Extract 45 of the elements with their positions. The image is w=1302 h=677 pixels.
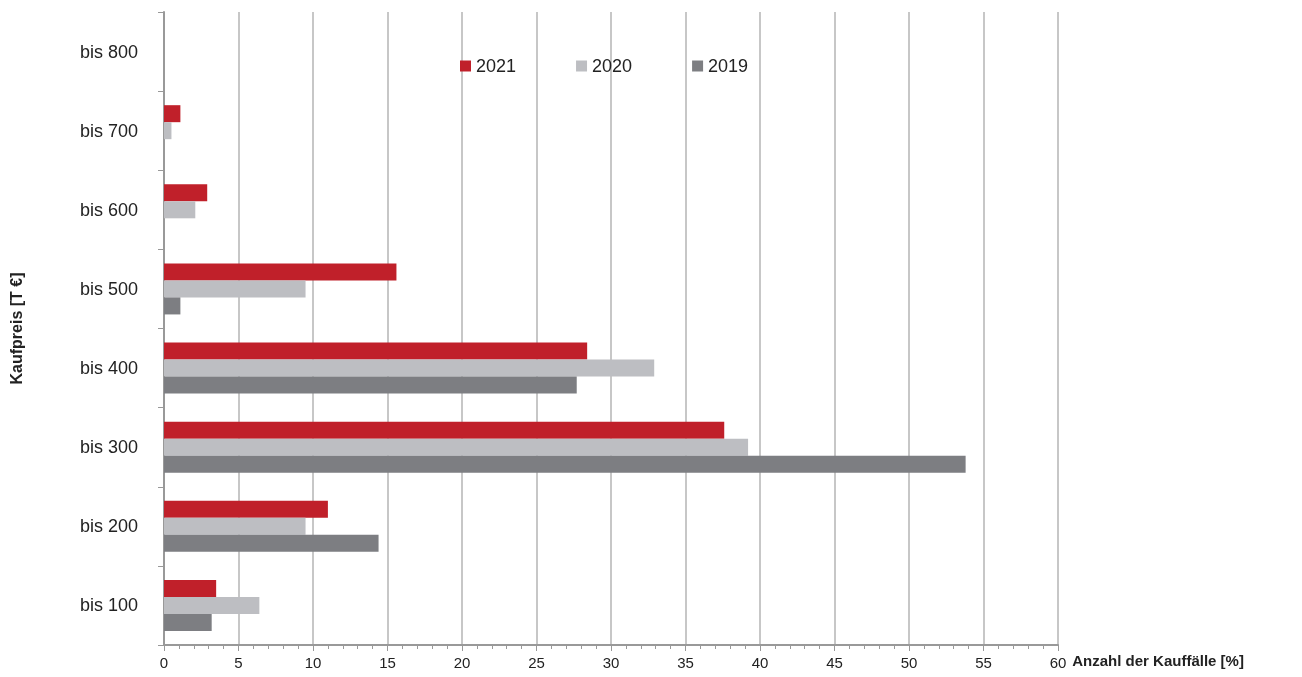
bar <box>164 596 260 614</box>
bar <box>164 122 172 140</box>
x-tick-label: 10 <box>304 654 322 671</box>
y-tick-label: bis 500 <box>79 278 138 299</box>
x-tick-label: 0 <box>159 654 169 671</box>
bar <box>164 280 306 298</box>
x-tick-label: 5 <box>234 654 243 671</box>
legend-label: 2019 <box>708 56 749 76</box>
bar <box>164 105 181 123</box>
bar <box>164 342 588 360</box>
bar <box>164 184 208 202</box>
y-tick-label: bis 100 <box>79 595 138 616</box>
x-tick-label: 15 <box>379 654 396 671</box>
bar <box>164 201 196 219</box>
bar <box>164 438 749 456</box>
x-tick-label: 60 <box>1049 654 1067 671</box>
bar <box>164 359 655 377</box>
legend-label: 2021 <box>476 56 517 76</box>
bar <box>164 517 306 535</box>
x-tick-label: 30 <box>602 654 620 671</box>
bar <box>164 421 725 439</box>
bar <box>164 579 217 597</box>
y-axis-title: Kaufpreis [T €] <box>7 272 25 385</box>
bar <box>164 500 328 518</box>
bar <box>164 534 379 552</box>
x-tick-label: 45 <box>826 654 843 671</box>
x-axis-title: Anzahl der Kauffälle [%] <box>1072 652 1244 669</box>
x-tick-label: 50 <box>900 654 918 671</box>
x-tick-label: 55 <box>975 654 992 671</box>
y-tick-label: bis 800 <box>79 41 138 62</box>
x-tick-label: 25 <box>528 654 545 671</box>
bar <box>164 263 397 281</box>
y-tick-label: bis 300 <box>79 437 138 458</box>
y-tick-label: bis 600 <box>79 199 138 220</box>
x-tick-label: 40 <box>751 654 769 671</box>
y-tick-label: bis 200 <box>79 516 138 537</box>
legend-label: 2020 <box>592 56 633 76</box>
bar <box>164 455 966 473</box>
y-tick-label: bis 400 <box>79 358 138 379</box>
x-tick-label: 35 <box>677 654 694 671</box>
bar <box>164 613 212 631</box>
bar <box>164 297 181 315</box>
bar <box>164 376 577 394</box>
x-tick-label: 20 <box>453 654 471 671</box>
y-tick-label: bis 700 <box>79 120 138 141</box>
